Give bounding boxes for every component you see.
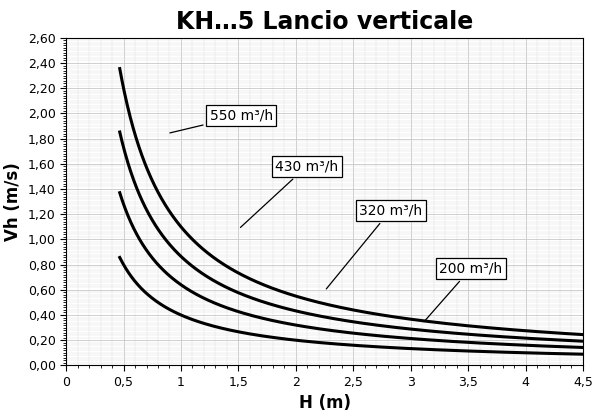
Y-axis label: Vh (m/s): Vh (m/s)	[4, 162, 22, 241]
Text: 320 m³/h: 320 m³/h	[326, 203, 422, 289]
Text: 550 m³/h: 550 m³/h	[170, 109, 273, 133]
Title: KH…5 Lancio verticale: KH…5 Lancio verticale	[176, 10, 473, 34]
X-axis label: H (m): H (m)	[299, 394, 350, 412]
Text: 430 m³/h: 430 m³/h	[240, 159, 338, 228]
Text: 200 m³/h: 200 m³/h	[424, 261, 502, 322]
